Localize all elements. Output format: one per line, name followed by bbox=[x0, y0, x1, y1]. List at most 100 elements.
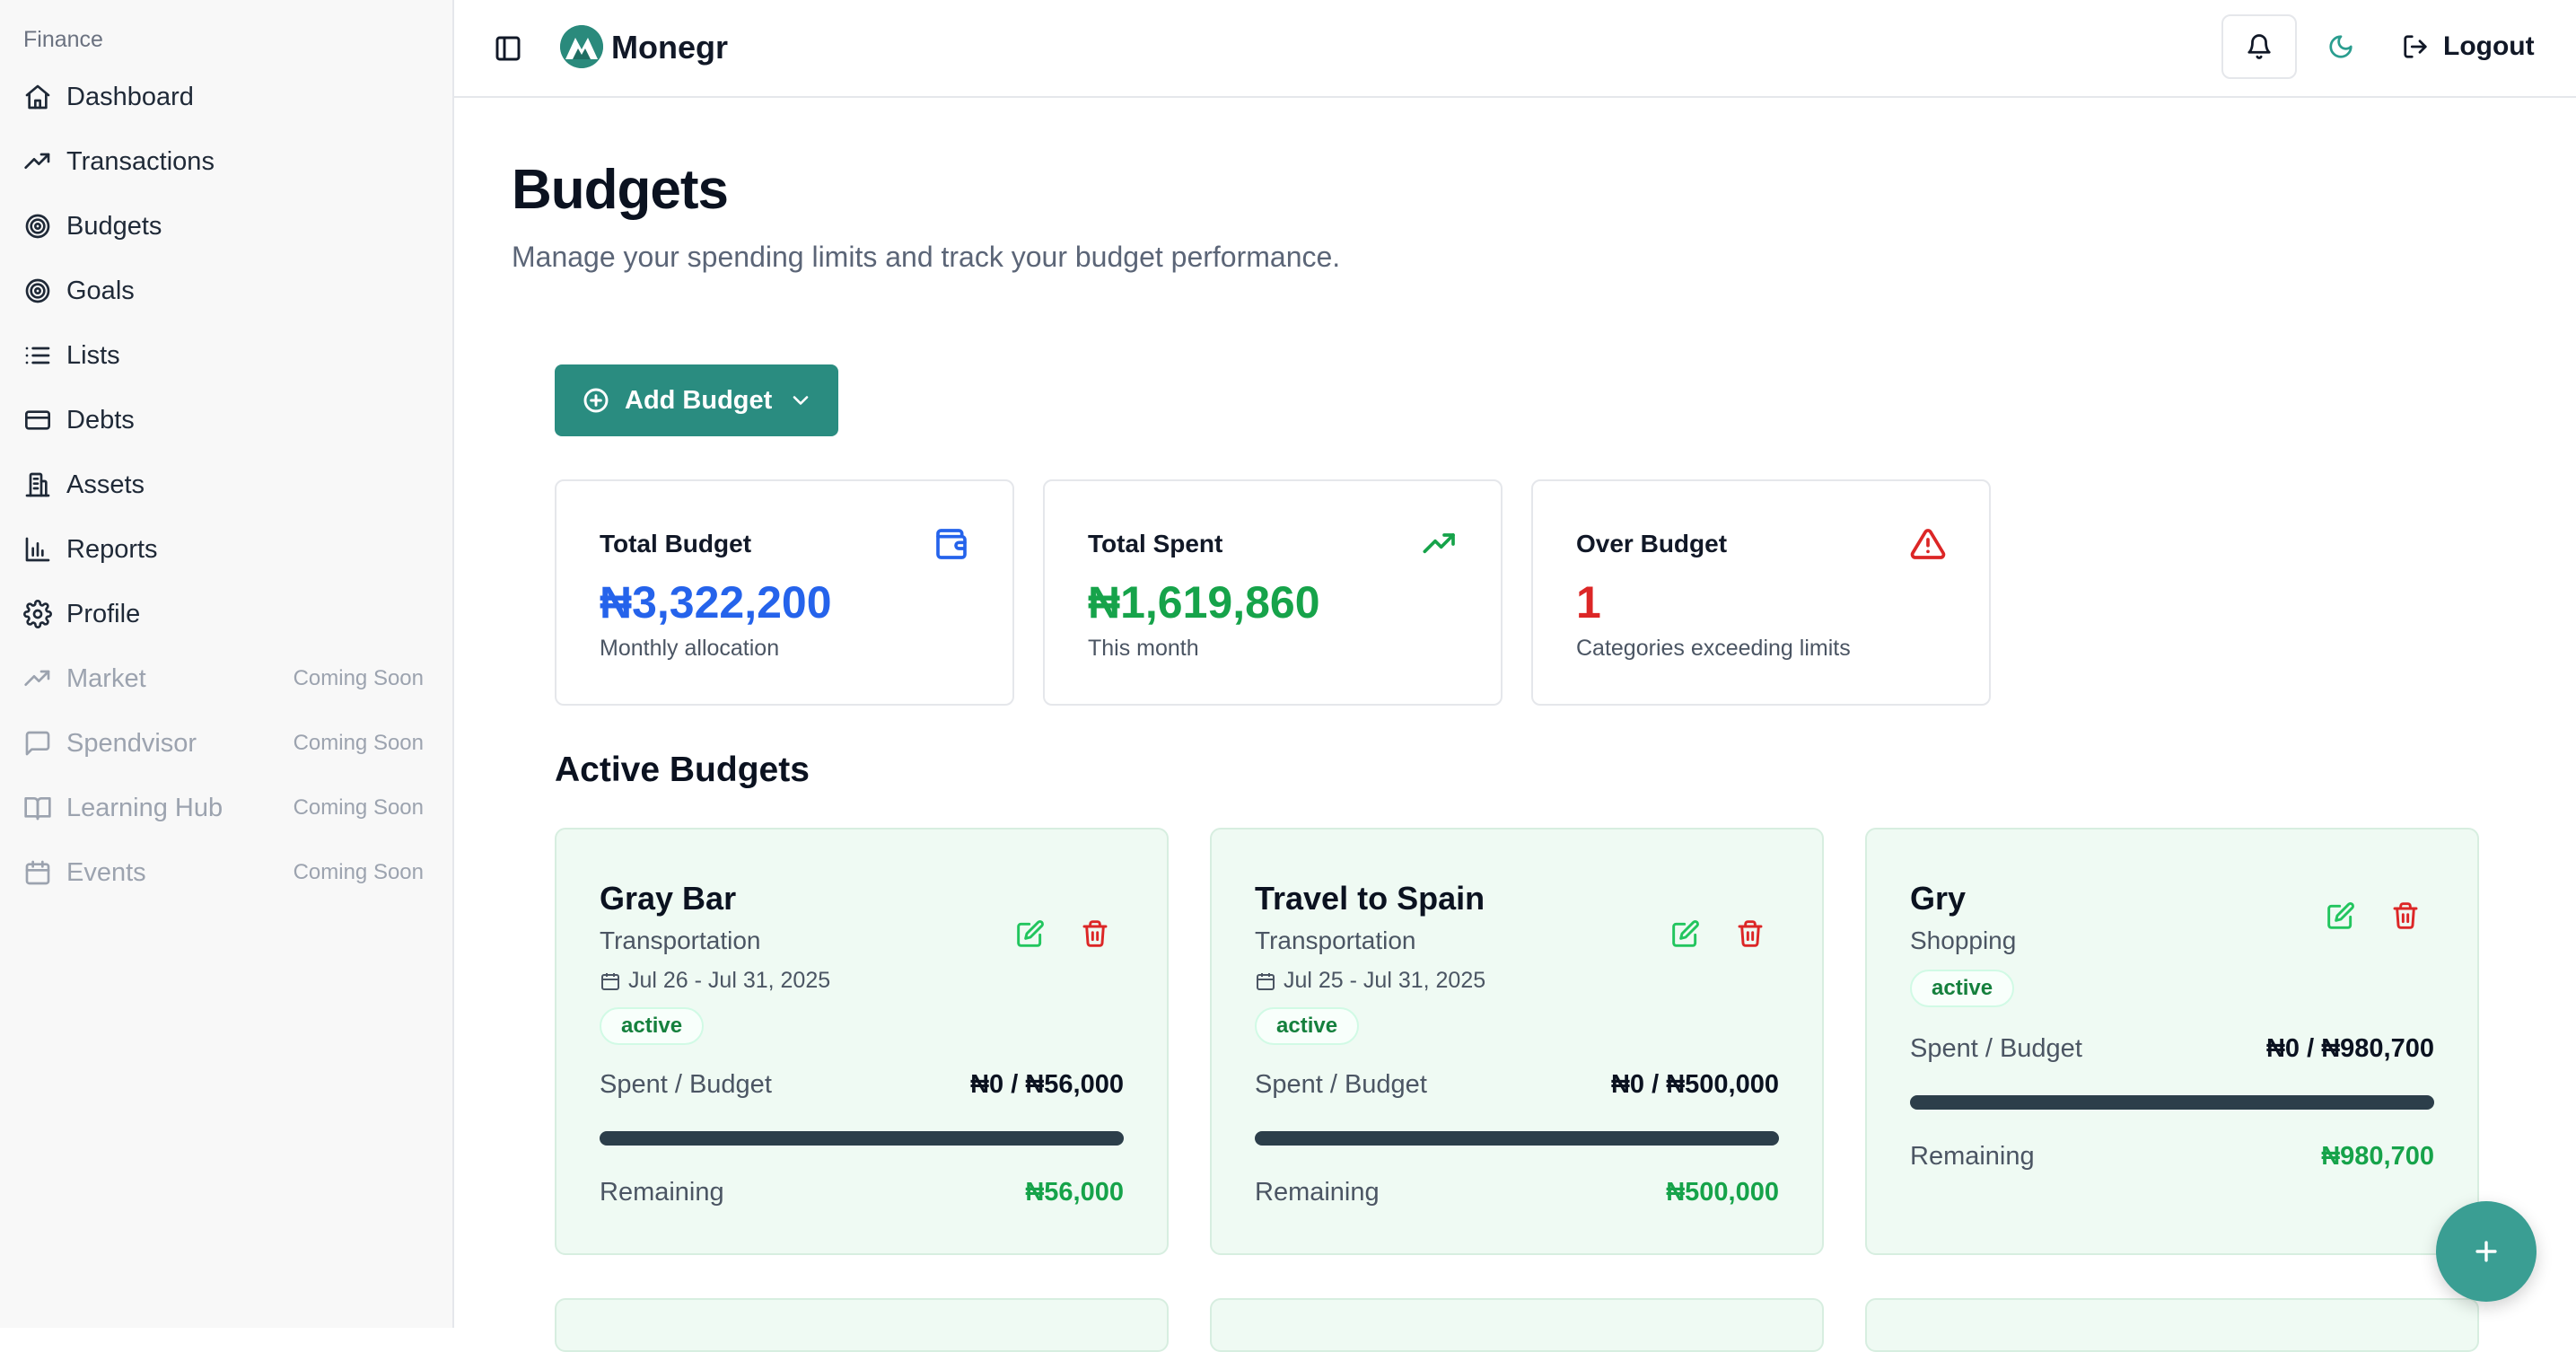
sidebar-item-budgets[interactable]: Budgets bbox=[0, 194, 454, 259]
plus-icon bbox=[2475, 1241, 2497, 1262]
spent-budget-label: Spent / Budget bbox=[1255, 1070, 1427, 1099]
home-icon bbox=[23, 83, 52, 111]
budget-category: Transportation bbox=[1255, 926, 1416, 954]
logout-label: Logout bbox=[2443, 31, 2535, 61]
budget-dates: Jul 26 - Jul 31, 2025 bbox=[600, 968, 830, 994]
logout-button[interactable]: Logout bbox=[2402, 27, 2535, 66]
moon-icon bbox=[2329, 35, 2353, 58]
delete-budget-button[interactable] bbox=[1736, 919, 1768, 952]
theme-toggle-button[interactable] bbox=[2323, 29, 2359, 65]
budget-date-range: Jul 26 - Jul 31, 2025 bbox=[628, 968, 831, 993]
sidebar-item-transactions[interactable]: Transactions bbox=[0, 129, 454, 194]
sidebar-item-label: Dashboard bbox=[66, 82, 194, 111]
sidebar-item-lists[interactable]: Lists bbox=[0, 323, 454, 388]
remaining-value: ₦500,000 bbox=[1666, 1178, 1779, 1207]
coming-soon-badge: Coming Soon bbox=[293, 860, 424, 884]
coming-soon-badge: Coming Soon bbox=[293, 795, 424, 820]
spent-budget-value: ₦0 / ₦56,000 bbox=[970, 1070, 1124, 1099]
sidebar-item-profile[interactable]: Profile bbox=[0, 582, 454, 646]
sidebar-item-label: Assets bbox=[66, 470, 145, 499]
stat-card-total-budget: Total Budget ₦3,322,200 Monthly allocati… bbox=[555, 479, 1014, 706]
bell-icon bbox=[2247, 34, 2271, 59]
sidebar-item-learning-hub: Learning Hub Coming Soon bbox=[0, 776, 454, 840]
sidebar-item-label: Budgets bbox=[66, 211, 162, 241]
sidebar-item-dashboard[interactable]: Dashboard bbox=[0, 65, 454, 129]
budget-progress-bar bbox=[600, 1131, 1124, 1146]
calendar-icon bbox=[1257, 972, 1275, 990]
budget-name: Gray Bar bbox=[600, 880, 737, 917]
message-icon bbox=[23, 729, 52, 758]
budget-category: Transportation bbox=[600, 926, 761, 954]
budget-card bbox=[555, 1298, 1169, 1352]
alert-triangle-icon bbox=[1910, 526, 1946, 562]
list-icon bbox=[23, 341, 52, 370]
bar-chart-icon bbox=[23, 535, 52, 564]
edit-icon bbox=[1017, 920, 1044, 947]
remaining-value: ₦56,000 bbox=[1025, 1178, 1124, 1207]
coming-soon-badge: Coming Soon bbox=[293, 666, 424, 690]
chevron-down-icon bbox=[788, 388, 813, 413]
budget-progress-bar bbox=[1255, 1131, 1779, 1146]
delete-budget-button[interactable] bbox=[1081, 919, 1113, 952]
edit-budget-button[interactable] bbox=[1671, 919, 1704, 952]
budget-name: Gry bbox=[1910, 880, 1967, 917]
trash-icon bbox=[2393, 902, 2418, 929]
sidebar-item-label: Transactions bbox=[66, 146, 215, 176]
coming-soon-badge: Coming Soon bbox=[293, 731, 424, 755]
sidebar-toggle-button[interactable] bbox=[490, 31, 526, 66]
budget-card bbox=[1865, 1298, 2479, 1352]
sidebar-item-label: Goals bbox=[66, 276, 135, 305]
sidebar-item-reports[interactable]: Reports bbox=[0, 517, 454, 582]
spent-budget-label: Spent / Budget bbox=[1910, 1034, 2082, 1063]
edit-budget-button[interactable] bbox=[2326, 901, 2359, 934]
sidebar-item-assets[interactable]: Assets bbox=[0, 452, 454, 517]
remaining-label: Remaining bbox=[600, 1178, 724, 1207]
book-icon bbox=[23, 794, 52, 822]
budget-card bbox=[1210, 1298, 1824, 1352]
budget-card: Gray Bar Transportation Jul 26 - Jul 31,… bbox=[555, 828, 1169, 1255]
stat-value: 1 bbox=[1576, 577, 1601, 628]
remaining-label: Remaining bbox=[1910, 1142, 2035, 1171]
stat-card-over-budget: Over Budget 1 Categories exceeding limit… bbox=[1531, 479, 1991, 706]
page-subtitle: Manage your spending limits and track yo… bbox=[512, 241, 1341, 273]
budget-card: Travel to Spain Transportation Jul 25 - … bbox=[1210, 828, 1824, 1255]
status-badge: active bbox=[1255, 1007, 1360, 1045]
spent-budget-label: Spent / Budget bbox=[600, 1070, 772, 1099]
sidebar-item-goals[interactable]: Goals bbox=[0, 259, 454, 323]
sidebar-item-debts[interactable]: Debts bbox=[0, 388, 454, 452]
status-badge: active bbox=[1910, 970, 2015, 1007]
calendar-icon bbox=[601, 972, 619, 990]
edit-budget-button[interactable] bbox=[1016, 919, 1048, 952]
sidebar-item-market: Market Coming Soon bbox=[0, 646, 454, 711]
wallet-icon bbox=[933, 526, 969, 562]
add-budget-button[interactable]: Add Budget bbox=[555, 364, 838, 436]
stat-caption: Categories exceeding limits bbox=[1576, 636, 1851, 661]
logout-icon bbox=[2404, 35, 2427, 58]
sidebar-item-spendvisor: Spendvisor Coming Soon bbox=[0, 711, 454, 776]
stat-value: ₦1,619,860 bbox=[1088, 577, 1320, 628]
sidebar-item-label: Profile bbox=[66, 599, 141, 628]
sidebar-item-label: Market bbox=[66, 663, 146, 693]
notifications-button[interactable] bbox=[2221, 14, 2297, 79]
stat-value: ₦3,322,200 bbox=[600, 577, 832, 628]
budget-card: Gry Shopping active Spent / Budget ₦0 / … bbox=[1865, 828, 2479, 1255]
edit-icon bbox=[2327, 902, 2354, 929]
trash-icon bbox=[1738, 920, 1763, 947]
plus-circle-icon bbox=[582, 386, 610, 415]
remaining-value: ₦980,700 bbox=[2321, 1142, 2434, 1171]
stat-label: Total Budget bbox=[600, 530, 752, 557]
trending-up-icon bbox=[1422, 526, 1458, 562]
budget-progress-bar bbox=[1910, 1095, 2434, 1110]
edit-icon bbox=[1672, 920, 1699, 947]
sidebar-section-label: Finance bbox=[23, 27, 103, 52]
stat-label: Over Budget bbox=[1576, 530, 1728, 557]
add-budget-label: Add Budget bbox=[625, 385, 773, 415]
delete-budget-button[interactable] bbox=[2391, 901, 2423, 934]
budget-dates: Jul 25 - Jul 31, 2025 bbox=[1255, 968, 1485, 994]
sidebar-item-label: Debts bbox=[66, 405, 135, 435]
top-bar: Monegr Logout bbox=[454, 0, 2576, 98]
stat-caption: Monthly allocation bbox=[600, 636, 780, 661]
sidebar-item-label: Learning Hub bbox=[66, 793, 223, 822]
spent-budget-value: ₦0 / ₦500,000 bbox=[1610, 1070, 1779, 1099]
floating-add-button[interactable] bbox=[2436, 1201, 2537, 1302]
